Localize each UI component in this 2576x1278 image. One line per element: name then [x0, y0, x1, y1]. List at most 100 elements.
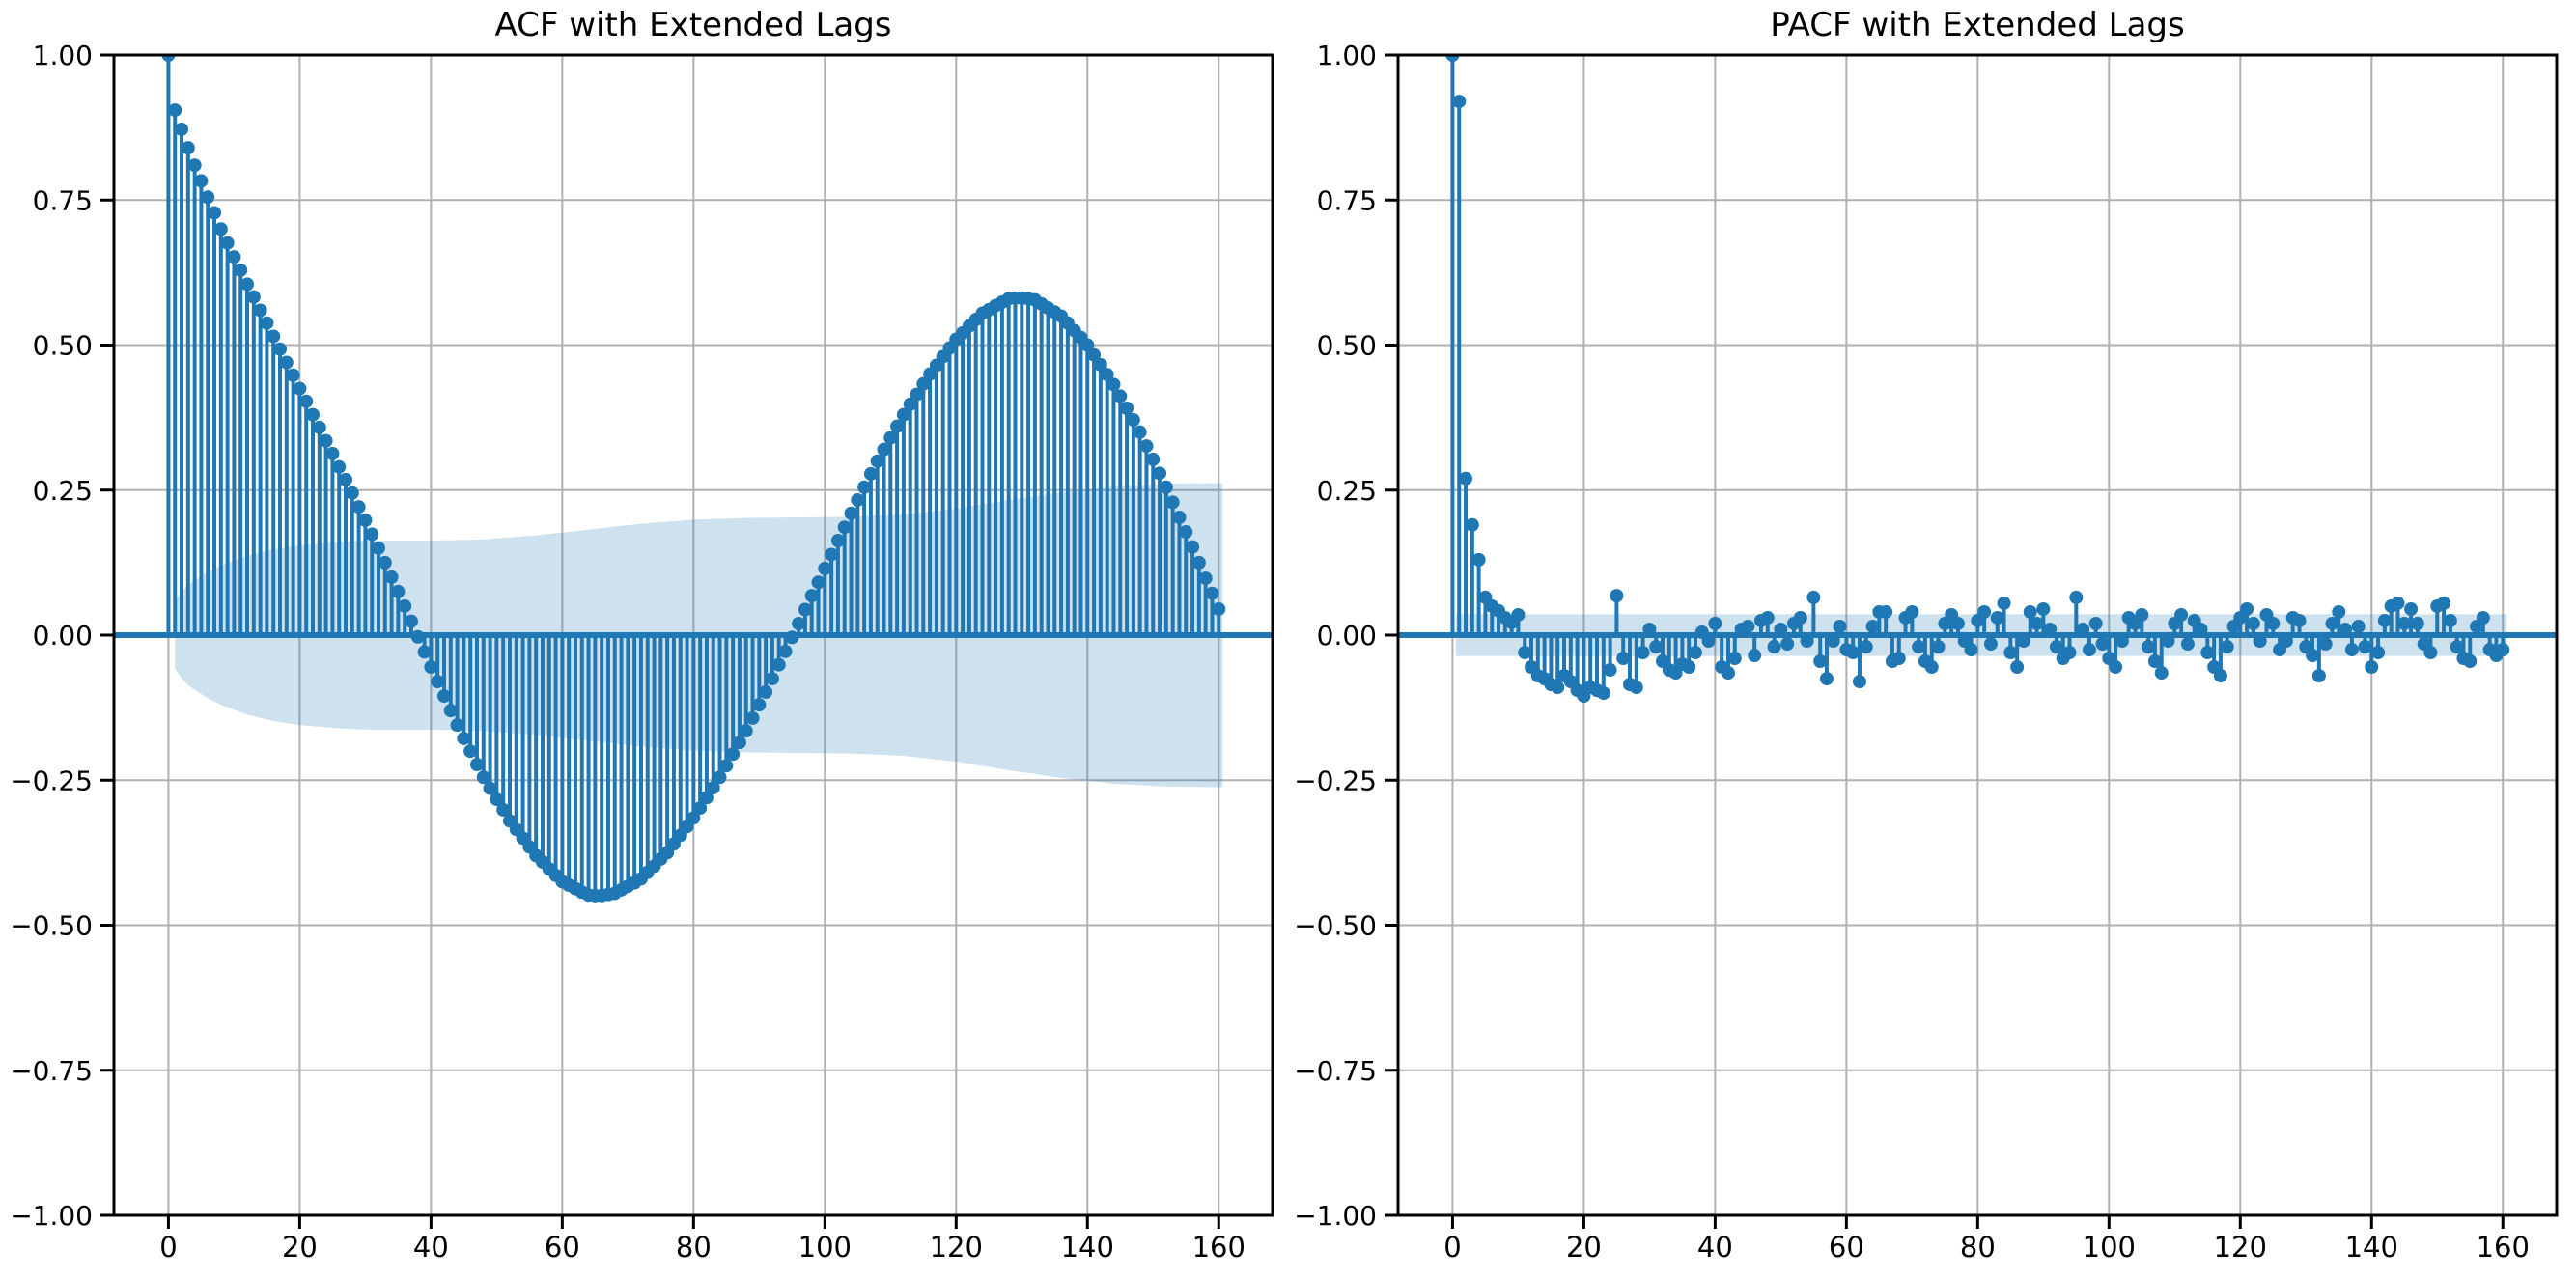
stem-marker [2069, 590, 2084, 604]
stem-marker [490, 792, 504, 807]
stem-marker [1800, 634, 1814, 649]
stem-marker [1997, 596, 2011, 610]
stem-marker [404, 614, 418, 628]
stem-marker [175, 122, 189, 136]
stem-marker [1912, 640, 1926, 654]
stem-marker [2311, 669, 2326, 683]
y-tick-label: −0.25 [10, 764, 93, 796]
stem-marker [1741, 619, 1755, 633]
y-tick-label: 0.50 [33, 330, 93, 362]
stem-marker [2200, 646, 2215, 660]
stem-marker [863, 466, 878, 481]
stem-marker [476, 770, 490, 785]
stem-marker [1701, 634, 1716, 649]
stem-marker [2318, 637, 2333, 652]
stem-marker [168, 103, 182, 118]
stem-marker [1179, 525, 1193, 540]
y-tick-label: 0.00 [1317, 620, 1377, 652]
stem-marker [2351, 619, 2366, 633]
stem-marker [811, 575, 826, 590]
stem-marker [1165, 495, 1180, 510]
stem-marker [1153, 466, 1167, 481]
x-tick-label: 80 [1960, 1231, 1996, 1264]
stem-marker [877, 442, 891, 457]
stem-marker [2377, 613, 2392, 627]
stem-marker [2147, 654, 2162, 669]
stem-marker [686, 811, 701, 825]
x-tick-label: 140 [2345, 1231, 2398, 1264]
stem-marker [266, 329, 281, 344]
y-tick-label: −1.00 [10, 1200, 93, 1232]
stem-marker [693, 801, 708, 816]
stem-marker [1760, 610, 1775, 625]
stem-marker [1649, 640, 1664, 654]
stem-marker [220, 236, 235, 250]
stem-marker [785, 630, 799, 645]
x-tick-label: 100 [798, 1231, 852, 1264]
stem-marker [1120, 402, 1134, 416]
stem-marker [1186, 540, 1200, 554]
stem-marker [2463, 654, 2478, 669]
stem-marker [2043, 622, 2058, 636]
x-tick-label: 160 [1192, 1231, 1246, 1264]
stem-marker [1806, 590, 1821, 604]
stem-marker [2338, 622, 2353, 636]
stem-marker [2076, 622, 2090, 636]
stem-marker [2397, 616, 2412, 630]
stem-marker [306, 407, 321, 422]
axes-spines [1396, 53, 2559, 1217]
stem-marker [2003, 646, 2018, 660]
y-tick-label: 0.75 [33, 184, 93, 216]
stem-marker [1133, 425, 1147, 439]
stem-marker [2109, 660, 2123, 675]
x-tick-label: 120 [930, 1231, 983, 1264]
stem-marker [2194, 622, 2208, 636]
y-tick-label: 0.50 [1317, 330, 1377, 362]
stem-marker [181, 141, 195, 155]
stem-marker [1924, 660, 1939, 675]
stem-marker [1826, 634, 1840, 649]
stem-marker [1636, 646, 1650, 660]
stem-marker [1774, 622, 1788, 636]
stem-marker [2476, 610, 2490, 625]
stem-marker [417, 645, 432, 659]
stem-marker [2049, 640, 2063, 654]
stem-marker [2023, 604, 2037, 619]
stem-marker [759, 684, 773, 699]
stem-marker [2404, 601, 2419, 616]
stem-marker [358, 514, 373, 528]
stem-marker [2142, 640, 2156, 654]
stem-marker [1708, 616, 1722, 630]
stem-marker [194, 174, 209, 188]
stem-marker [234, 263, 248, 277]
stem-marker [830, 534, 845, 548]
stem-marker [1445, 55, 1460, 62]
x-tick-label: 40 [1697, 1231, 1733, 1264]
stem-marker [1172, 510, 1187, 524]
stem-marker [2450, 640, 2464, 654]
tick-marks [1385, 53, 2505, 1229]
stem-marker [2220, 640, 2234, 654]
y-tick-label: 0.00 [33, 620, 93, 652]
x-tick-label: 0 [159, 1231, 177, 1264]
stem-marker [1748, 649, 1762, 663]
stem-marker [2496, 643, 2510, 657]
stem-marker [1087, 347, 1102, 362]
stem-marker [2016, 634, 2030, 649]
stem-marker [319, 433, 333, 448]
stem-marker [1833, 619, 1847, 633]
axes-spines [112, 53, 1274, 1217]
x-tick-label: 20 [1566, 1231, 1602, 1264]
stem-marker [1721, 666, 1735, 681]
stem-marker [246, 290, 261, 304]
stem-marker [240, 277, 255, 292]
stem-marker [2010, 660, 2025, 675]
stem-marker [2266, 616, 2281, 630]
stem-marker [398, 598, 412, 613]
stem-marker [1139, 439, 1154, 454]
stem-marker [1126, 413, 1140, 428]
stem-marker [1146, 452, 1161, 466]
stem-marker [2344, 643, 2359, 657]
stem-marker [1767, 640, 1781, 654]
stem-marker [870, 454, 884, 468]
